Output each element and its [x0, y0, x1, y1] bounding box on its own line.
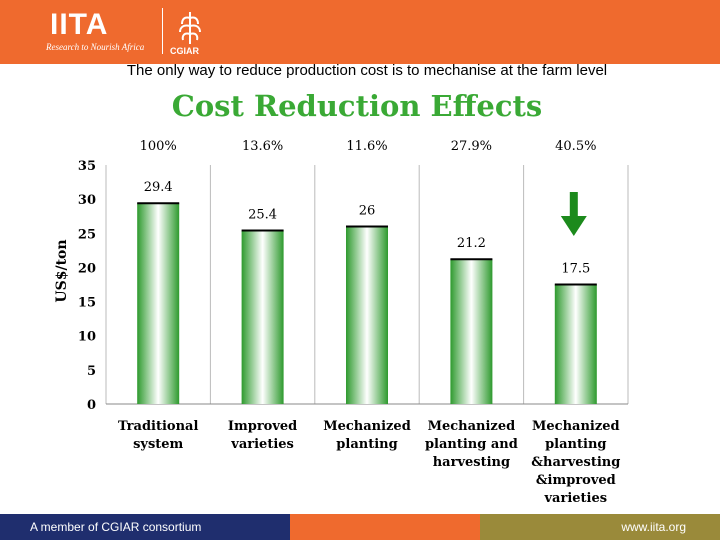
- footer-orange-segment: [290, 514, 480, 540]
- y-tick-label: 0: [87, 398, 96, 413]
- y-axis-label: US$/ton: [54, 239, 70, 302]
- iita-logo: IITA: [50, 8, 109, 41]
- logo-divider: [162, 8, 163, 54]
- chart-title: Cost Reduction Effects: [172, 89, 543, 123]
- value-label: 29.4: [144, 180, 173, 195]
- category-label: planting: [545, 437, 606, 452]
- footer-olive-segment: [480, 514, 720, 540]
- value-label: 25.4: [248, 208, 277, 223]
- category-label: &improved: [536, 473, 616, 488]
- category-label: Traditional: [118, 419, 199, 434]
- category-label: varieties: [230, 437, 294, 452]
- iita-tagline: Research to Nourish Africa: [46, 42, 145, 52]
- y-tick-label: 30: [78, 193, 96, 208]
- y-tick-label: 15: [78, 296, 96, 311]
- category-label: Mechanized: [532, 419, 620, 434]
- category-label: Mechanized: [428, 419, 516, 434]
- percent-label: 11.6%: [346, 139, 387, 154]
- arrow-head: [560, 216, 587, 236]
- header-bar: IITA Research to Nourish Africa CGIAR: [0, 0, 720, 64]
- arrow-marker: [560, 192, 587, 236]
- y-tick-label: 20: [78, 261, 96, 276]
- value-label: 26: [359, 203, 376, 218]
- category-label: Improved: [228, 419, 297, 434]
- y-tick-label: 5: [87, 364, 96, 379]
- y-tick-label: 25: [78, 227, 96, 242]
- value-label: 17.5: [561, 262, 590, 277]
- bars: [137, 202, 597, 404]
- cost-reduction-chart: Cost Reduction Effects US$/ton 0 5 10 15 20 2…: [54, 89, 629, 506]
- percent-label: 13.6%: [242, 139, 283, 154]
- value-label: 21.2: [457, 236, 486, 251]
- bar: [137, 203, 180, 404]
- arrow-shaft: [569, 192, 578, 218]
- footer-website-link[interactable]: www.iita.org: [621, 520, 686, 534]
- category-label: varieties: [544, 491, 608, 506]
- cgiar-label: CGIAR: [170, 46, 199, 56]
- y-tick-label: 35: [78, 159, 96, 174]
- bar: [554, 284, 597, 404]
- cgiar-wheat-icon: [179, 12, 201, 44]
- category-label: system: [133, 437, 183, 452]
- bar: [450, 259, 493, 404]
- y-axis-ticks: 0 5 10 15 20 25 30 35: [78, 159, 96, 413]
- category-label: planting and: [425, 437, 518, 452]
- slide-subtitle: The only way to reduce production cost i…: [126, 62, 608, 79]
- percent-label: 40.5%: [555, 139, 596, 154]
- bar: [241, 230, 284, 404]
- footer-bar: A member of CGIAR consortium www.iita.or…: [0, 514, 720, 540]
- category-label: &harvesting: [531, 455, 620, 470]
- y-tick-label: 10: [78, 330, 96, 345]
- percent-label: 100%: [140, 139, 177, 154]
- footer-member-text: A member of CGIAR consortium: [30, 520, 202, 534]
- category-label: harvesting: [433, 455, 510, 470]
- bar: [346, 226, 388, 404]
- chart-labels: 100% 29.4 Traditional system 13.6% 25.4 Improv…: [118, 139, 620, 506]
- percent-label: 27.9%: [451, 139, 492, 154]
- category-label: planting: [336, 437, 397, 452]
- footer-blue-segment: [0, 514, 290, 540]
- category-label: Mechanized: [323, 419, 411, 434]
